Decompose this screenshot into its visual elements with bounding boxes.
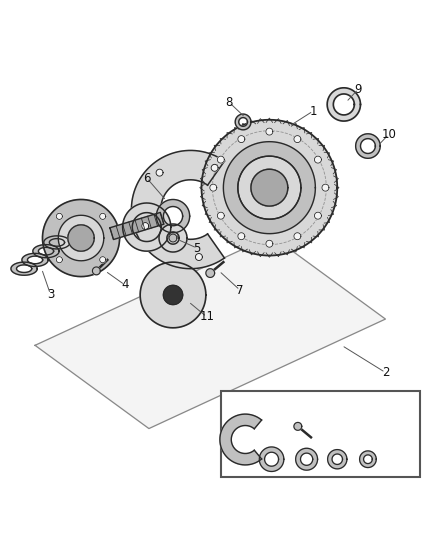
Polygon shape — [156, 199, 190, 233]
Circle shape — [217, 156, 224, 163]
Circle shape — [156, 169, 163, 176]
Circle shape — [314, 212, 321, 219]
Text: 6: 6 — [143, 172, 151, 184]
Polygon shape — [327, 88, 360, 121]
Polygon shape — [68, 225, 94, 251]
Text: 7: 7 — [236, 284, 244, 297]
Circle shape — [195, 254, 202, 261]
Polygon shape — [259, 447, 284, 472]
Circle shape — [322, 184, 329, 191]
Polygon shape — [123, 203, 171, 251]
Polygon shape — [356, 134, 380, 158]
Polygon shape — [223, 142, 315, 233]
Circle shape — [142, 223, 149, 230]
Text: 10: 10 — [381, 128, 396, 141]
Circle shape — [294, 423, 302, 430]
Text: 9: 9 — [354, 83, 362, 95]
Circle shape — [210, 184, 217, 191]
Polygon shape — [328, 449, 347, 469]
Text: 2: 2 — [381, 366, 389, 379]
Polygon shape — [163, 285, 183, 304]
Circle shape — [57, 213, 63, 220]
Circle shape — [99, 257, 106, 263]
Polygon shape — [251, 169, 288, 206]
Circle shape — [294, 233, 301, 240]
Polygon shape — [169, 234, 177, 242]
Circle shape — [217, 212, 224, 219]
Text: 1: 1 — [309, 104, 317, 117]
Polygon shape — [140, 262, 206, 328]
Polygon shape — [44, 236, 70, 249]
Circle shape — [57, 257, 63, 263]
Text: 5: 5 — [194, 241, 201, 255]
Text: 8: 8 — [226, 96, 233, 109]
Polygon shape — [11, 262, 37, 275]
Polygon shape — [201, 120, 337, 255]
Circle shape — [206, 269, 215, 278]
Polygon shape — [296, 448, 318, 470]
Polygon shape — [238, 156, 301, 219]
Polygon shape — [33, 245, 59, 258]
Polygon shape — [35, 236, 385, 429]
Circle shape — [99, 213, 106, 220]
Bar — [221, 391, 420, 477]
Polygon shape — [58, 215, 104, 261]
Text: 3: 3 — [47, 288, 54, 301]
Polygon shape — [235, 114, 251, 130]
Polygon shape — [220, 414, 261, 465]
Circle shape — [266, 240, 273, 247]
Text: 4: 4 — [121, 278, 129, 292]
Circle shape — [266, 128, 273, 135]
Circle shape — [314, 156, 321, 163]
Polygon shape — [110, 213, 164, 239]
Circle shape — [92, 267, 100, 275]
Circle shape — [211, 164, 218, 171]
Circle shape — [238, 135, 245, 143]
Polygon shape — [131, 150, 224, 269]
Polygon shape — [360, 451, 376, 467]
Polygon shape — [42, 199, 120, 277]
Text: 11: 11 — [199, 310, 214, 324]
Circle shape — [238, 233, 245, 240]
Circle shape — [294, 135, 301, 143]
Polygon shape — [159, 224, 187, 252]
Polygon shape — [22, 253, 48, 266]
